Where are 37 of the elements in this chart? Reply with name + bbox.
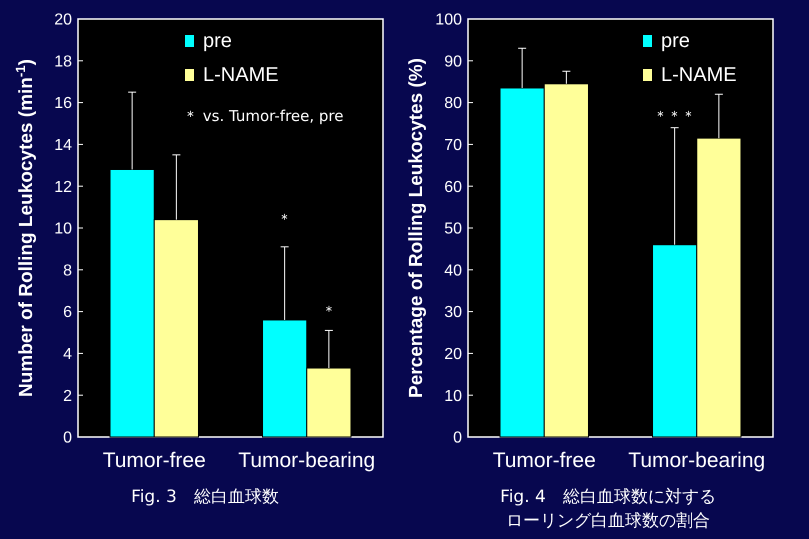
y-tick-label: 50	[444, 220, 462, 238]
annotation: ＊ vs. Tumor-free, pre	[183, 107, 344, 125]
y-tick-label: 60	[444, 178, 462, 196]
y-tick-label: 14	[54, 137, 72, 154]
text: Fig. 3 総白血球数	[131, 487, 279, 507]
y-tick-label: 20	[54, 12, 72, 29]
y-tick-label: 80	[444, 95, 462, 112]
y-axis-title: Percentage of Rolling Leukocytes (%)	[406, 58, 427, 398]
y-tick-label: 40	[444, 262, 462, 280]
y-tick-label: 90	[444, 53, 462, 70]
x-tick-label: Tumor-bearing	[628, 449, 766, 472]
annotation: ＊	[322, 303, 336, 320]
x-tick-label: Tumor-free	[492, 449, 596, 472]
y-tick-label: 12	[54, 178, 72, 196]
legend-label: pre	[203, 30, 232, 52]
annotation: ＊＊＊	[654, 108, 696, 125]
y-tick-label: 8	[63, 262, 72, 280]
y-tick-label: 10	[54, 220, 72, 238]
y-tick-label: 16	[54, 95, 72, 112]
y-tick-label: 18	[54, 53, 72, 70]
y-tick-label: 6	[63, 304, 72, 322]
text: Fig. 4 総白血球数に対するローリング白血球数の割合	[500, 487, 716, 531]
x-tick-label: Tumor-bearing	[238, 449, 376, 472]
y-tick-label: 2	[63, 388, 72, 405]
y-tick-label: 100	[435, 12, 462, 29]
y-tick-label: 4	[63, 346, 72, 363]
y-tick-label: 30	[444, 304, 462, 322]
legend-label: L-NAME	[203, 64, 279, 86]
annotation: ＊	[278, 212, 292, 228]
y-tick-label: 20	[444, 346, 462, 363]
y-tick-label: 10	[444, 388, 462, 405]
legend-label: pre	[661, 30, 690, 52]
legend-label: L-NAME	[661, 64, 737, 86]
y-tick-label: 70	[444, 137, 462, 154]
y-tick-label: 0	[63, 430, 72, 447]
y-tick-label: 0	[453, 430, 462, 447]
x-tick-label: Tumor-free	[102, 449, 206, 472]
